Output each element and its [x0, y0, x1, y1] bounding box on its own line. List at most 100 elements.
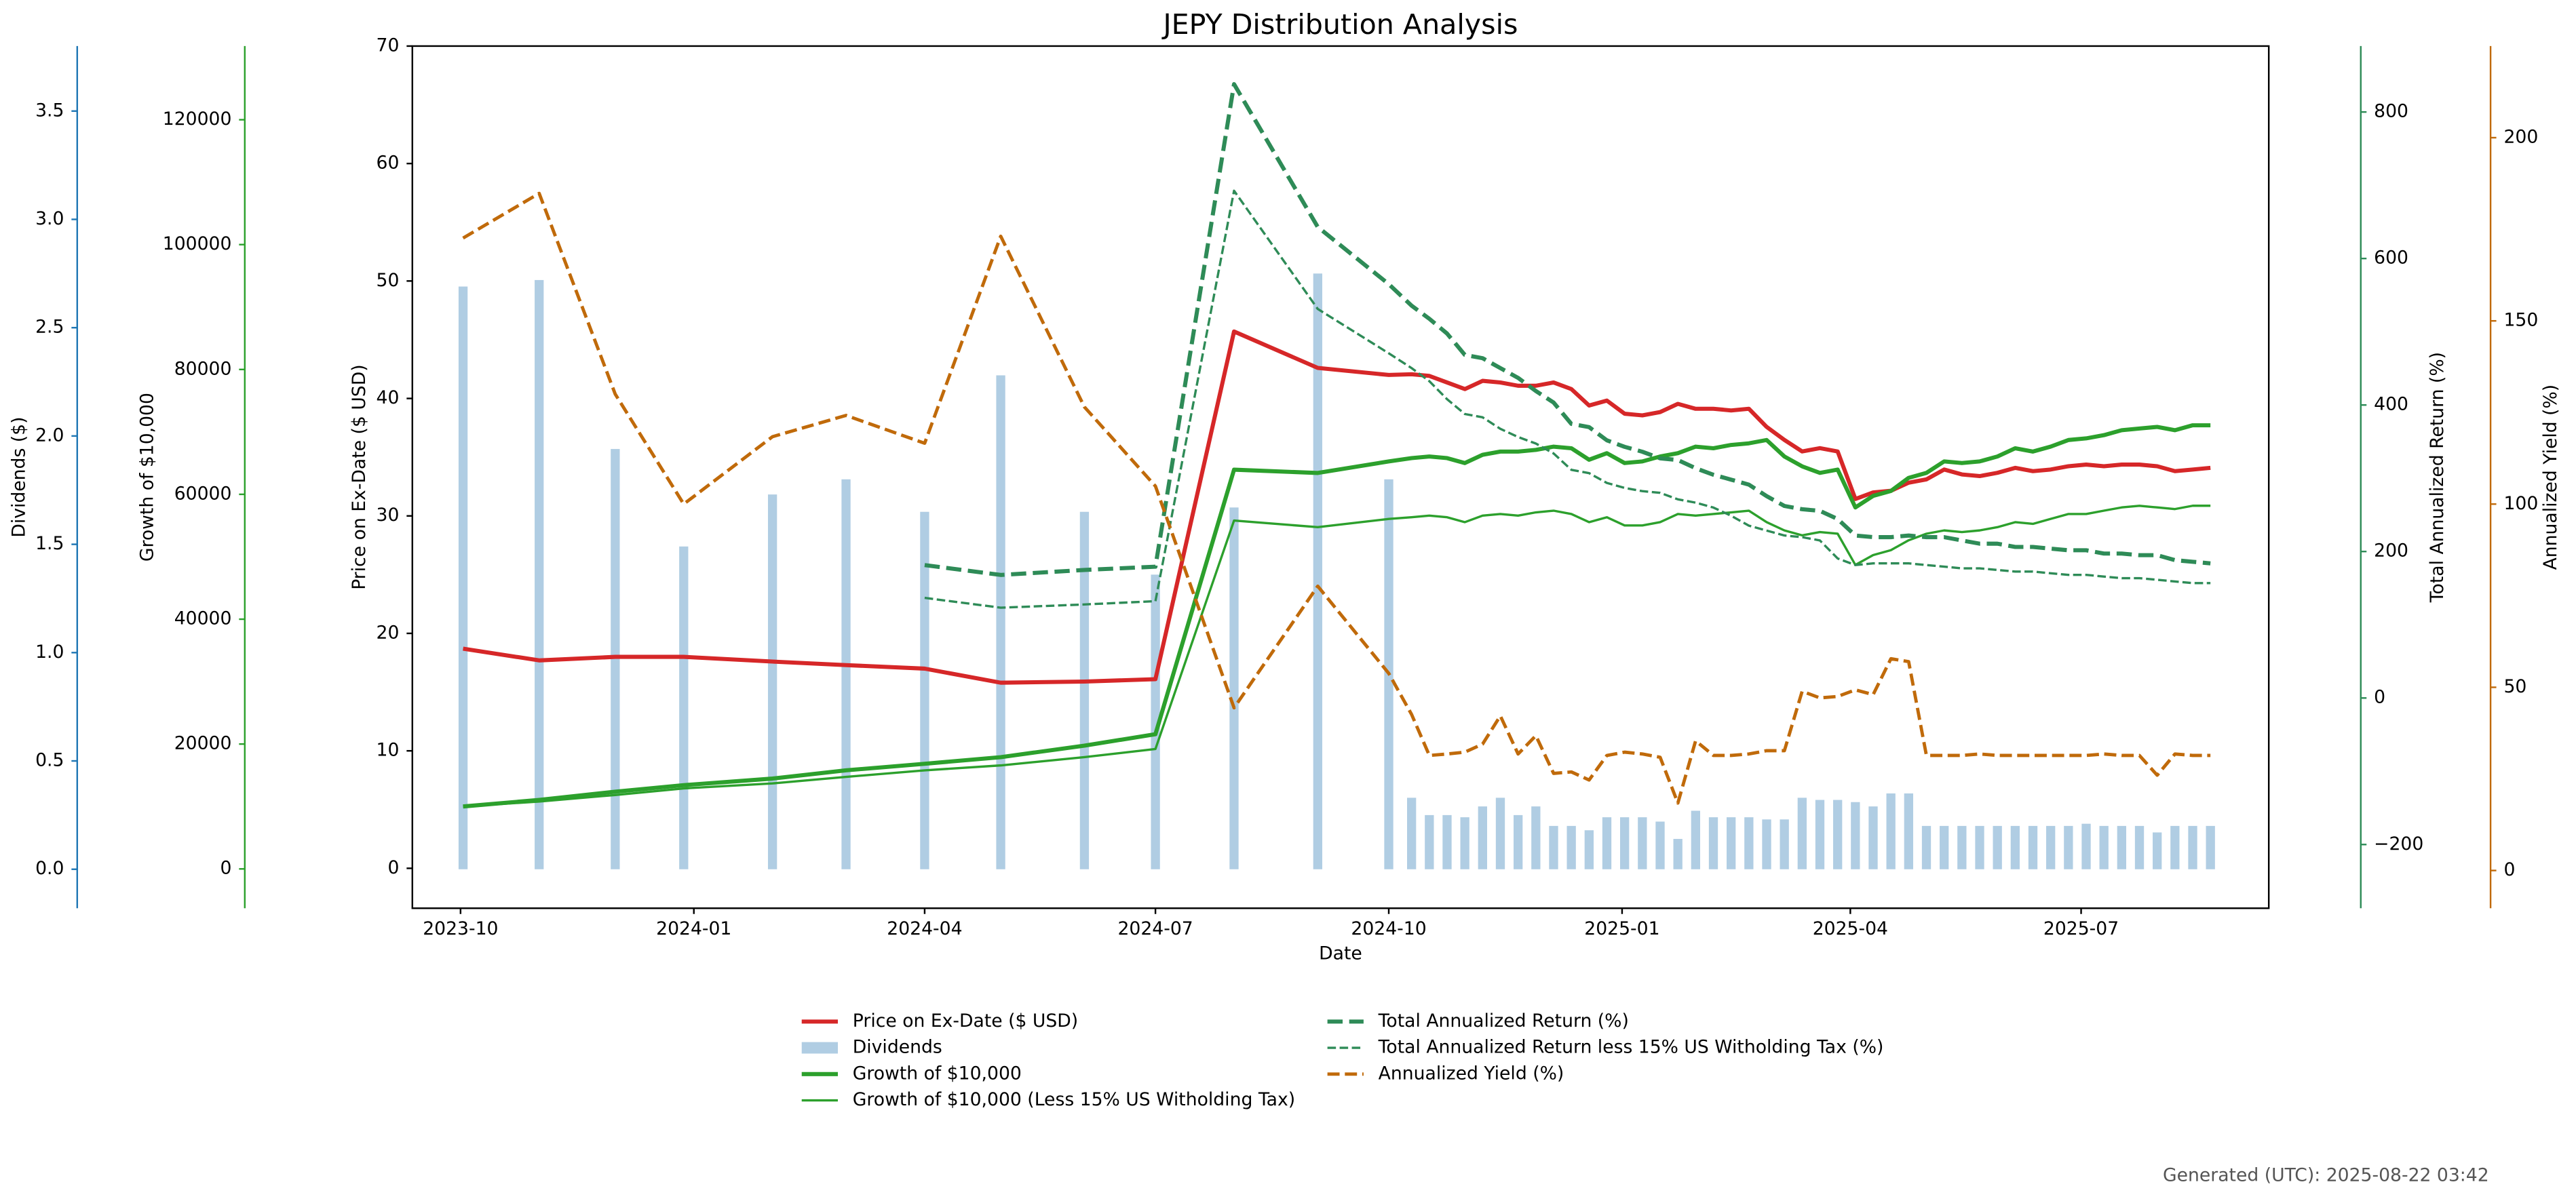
bar: [611, 449, 620, 869]
y-tick-label: 0: [220, 858, 231, 879]
bar: [1957, 825, 1967, 869]
bar: [1815, 800, 1825, 869]
bar: [1673, 839, 1683, 869]
x-tick-label: 2025-01: [1584, 918, 1659, 939]
bar: [2153, 832, 2162, 869]
y-tick-label: 70: [377, 35, 400, 56]
y-tick-label: 0: [2503, 859, 2515, 880]
legend-label: Dividends: [853, 1037, 942, 1058]
legend-label: Growth of $10,000: [853, 1063, 1022, 1084]
legend-label: Annualized Yield (%): [1379, 1063, 1564, 1084]
y-tick-label: 40000: [174, 608, 232, 629]
bar: [535, 279, 544, 869]
y-tick-label: 2.5: [35, 317, 64, 338]
bar: [1460, 817, 1469, 869]
bar: [2081, 823, 2091, 869]
bar: [1762, 819, 1771, 869]
bar: [1442, 814, 1452, 869]
x-tick-label: 2025-04: [1813, 918, 1888, 939]
bar: [458, 286, 468, 869]
bar: [679, 546, 689, 869]
bar: [767, 494, 777, 869]
plot-area: [458, 82, 2215, 869]
x-tick-label: 2025-07: [2043, 918, 2119, 939]
bar: [2134, 825, 2145, 869]
y-tick-label: 120000: [163, 109, 232, 130]
line: [462, 191, 2211, 805]
y-axis-label: Price on Ex-Date ($ USD): [349, 364, 370, 589]
y-axis-label: Growth of $10,000: [136, 393, 157, 562]
bar: [2028, 825, 2038, 869]
bar: [1313, 273, 1323, 869]
bar: [1780, 819, 1789, 869]
y-tick-label: 150: [2503, 310, 2538, 331]
y-tick-label: 200: [2374, 540, 2408, 562]
legend-swatch: [801, 1042, 838, 1054]
bar: [1975, 825, 1984, 869]
bar: [2064, 825, 2073, 869]
bar: [1407, 798, 1417, 869]
bar: [2206, 825, 2215, 869]
y-axis-label: Total Annualized Return (%): [2427, 352, 2448, 603]
footnote: Generated (UTC): 2025-08-22 03:42: [2163, 1164, 2489, 1185]
y-tick-label: 40: [377, 387, 400, 408]
bar: [1531, 806, 1541, 869]
bar: [2117, 825, 2127, 869]
legend-label: Total Annualized Return (%): [1378, 1010, 1629, 1031]
line: [924, 189, 2211, 609]
y-tick-label: 200: [2503, 127, 2538, 148]
y-tick-label: 100000: [163, 233, 232, 254]
bar: [1549, 825, 1558, 869]
legend-label: Price on Ex-Date ($ USD): [853, 1010, 1078, 1031]
bar: [1833, 800, 1843, 869]
bar: [1744, 817, 1754, 869]
y-tick-label: 1.0: [35, 642, 64, 663]
y-tick-label: 2.0: [35, 425, 64, 446]
bar: [1886, 793, 1896, 869]
line: [463, 505, 2211, 808]
legend-label: Total Annualized Return less 15% US With…: [1378, 1037, 1884, 1058]
y-tick-label: 50: [377, 270, 400, 291]
bar: [1514, 814, 1523, 869]
bar: [1638, 817, 1647, 869]
y-tick-label: 80000: [174, 358, 232, 379]
bar: [1993, 825, 2002, 869]
y-tick-label: 3.0: [35, 208, 64, 229]
bar: [1727, 817, 1736, 869]
bar: [1708, 817, 1718, 869]
x-tick-label: 2024-01: [656, 918, 731, 939]
y-tick-label: 0: [2374, 687, 2385, 708]
bar: [2188, 825, 2197, 869]
y-tick-label: 60: [377, 153, 400, 174]
y-tick-label: 0.5: [35, 750, 64, 771]
x-tick-label: 2024-04: [887, 918, 962, 939]
x-tick-label: 2024-10: [1351, 918, 1426, 939]
bar: [1655, 821, 1665, 869]
bar: [1904, 793, 1914, 869]
bar: [1079, 511, 1090, 869]
y-tick-label: 0: [387, 857, 399, 878]
y-axis-label: Dividends ($): [9, 417, 30, 538]
line: [463, 423, 2211, 809]
bar: [1940, 825, 1949, 869]
y-tick-label: 30: [377, 505, 400, 526]
y-tick-label: −200: [2374, 833, 2423, 854]
y-axis-label: Annualized Yield (%): [2540, 385, 2561, 570]
y-tick-label: 10: [377, 740, 400, 761]
legend-label: Growth of $10,000 (Less 15% US Witholdin…: [853, 1089, 1295, 1110]
bar: [1797, 798, 1807, 869]
y-tick-label: 20000: [174, 733, 232, 754]
y-tick-label: 800: [2374, 101, 2408, 122]
bar: [1229, 507, 1239, 869]
chart-title: JEPY Distribution Analysis: [1161, 8, 1518, 41]
y-tick-label: 600: [2374, 248, 2408, 269]
bar: [1495, 798, 1505, 869]
bar: [2099, 825, 2109, 869]
bar: [2046, 825, 2056, 869]
bar: [1868, 806, 1878, 869]
bar: [1602, 817, 1612, 869]
plot-frame: [411, 45, 2270, 909]
bar: [2010, 825, 2020, 869]
y-tick-label: 100: [2503, 493, 2538, 514]
